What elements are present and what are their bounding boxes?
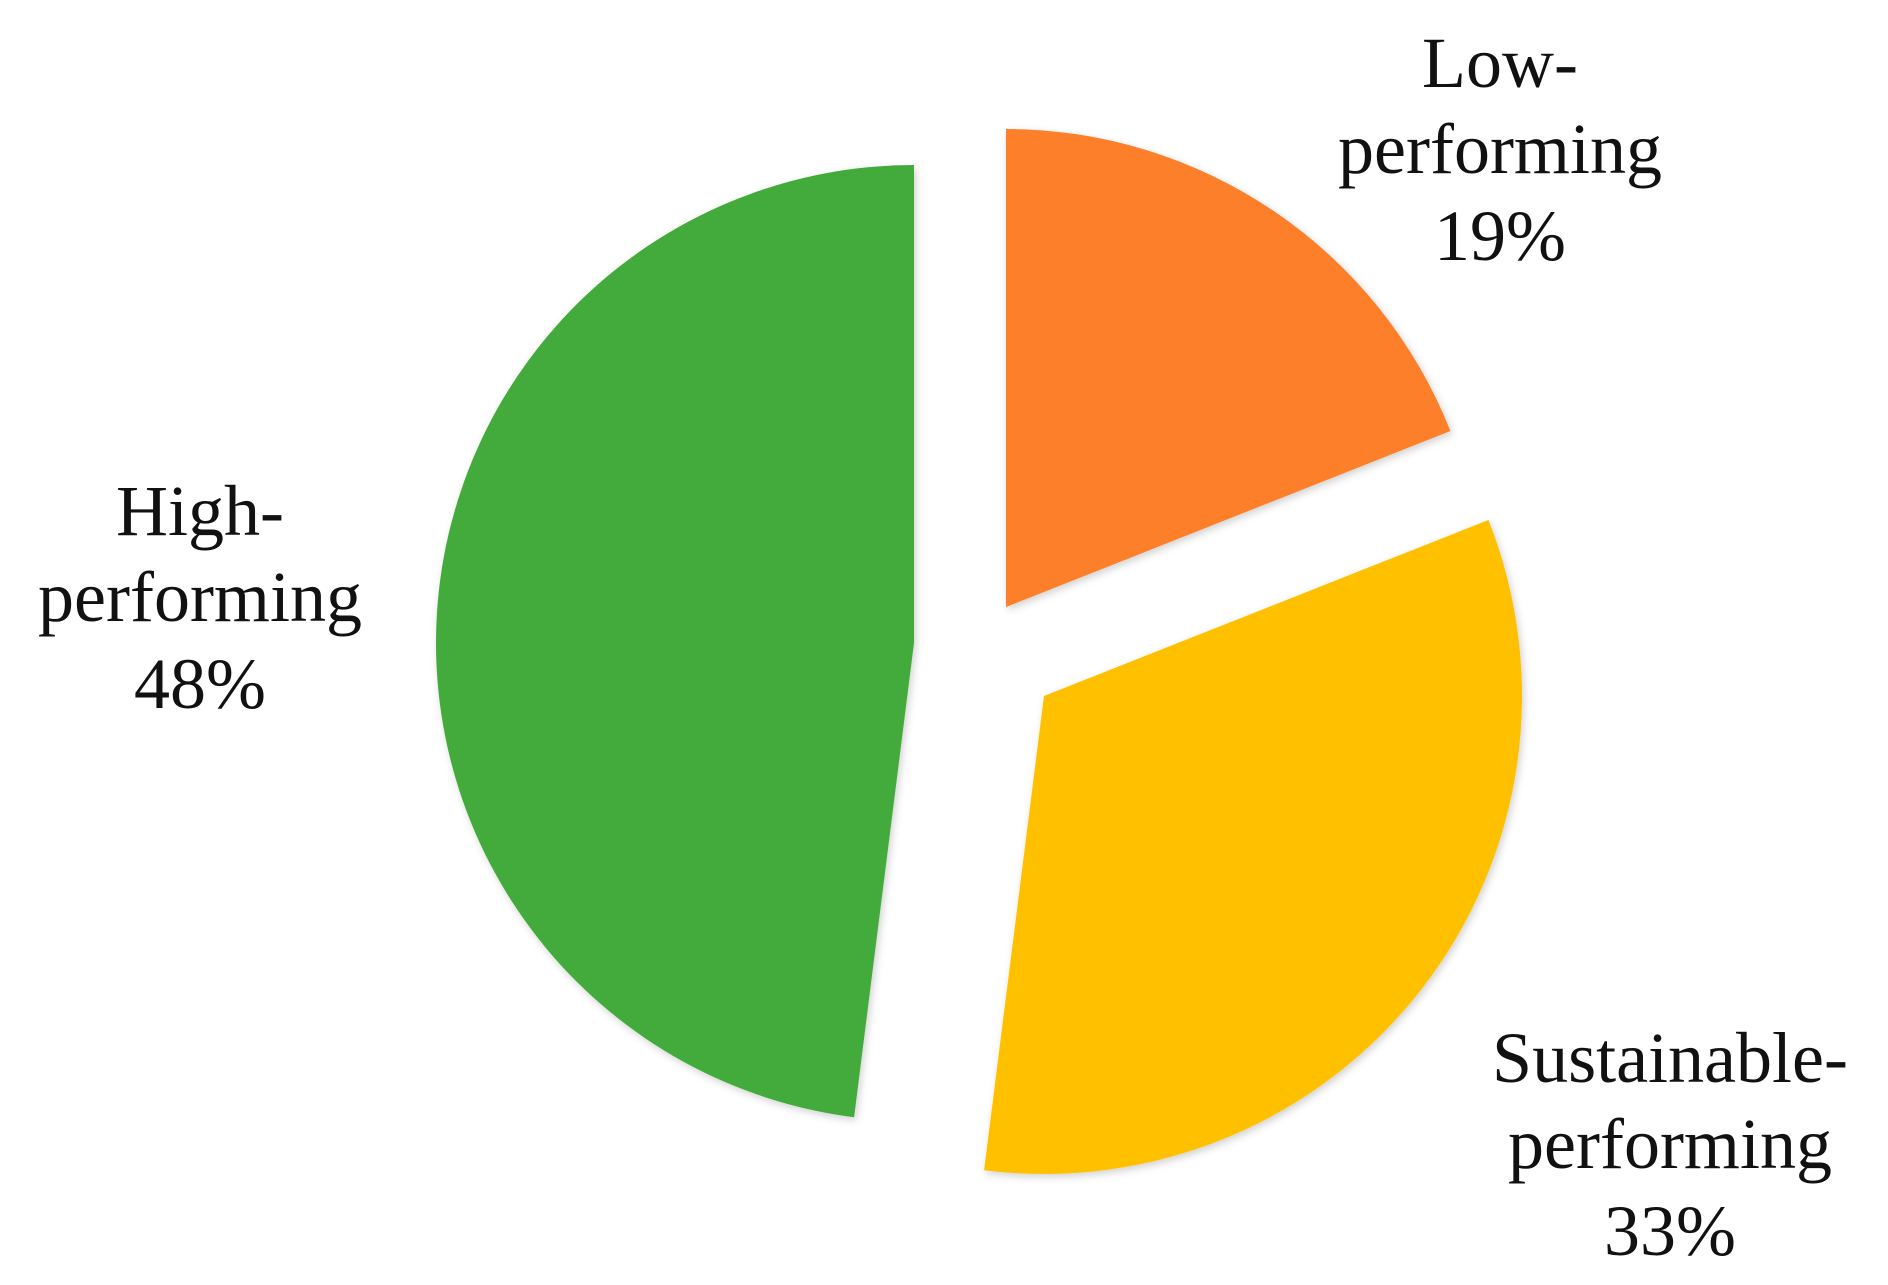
slice-category: Low-performing xyxy=(1338,23,1662,190)
pie-slice xyxy=(435,165,914,1118)
slice-value: 19% xyxy=(1434,195,1566,276)
pie-slice xyxy=(984,520,1522,1174)
data-label: Low-performing 19% xyxy=(1300,20,1700,279)
data-label: High-performing 48% xyxy=(0,468,400,727)
slice-value: 48% xyxy=(134,643,266,724)
slice-category: High-performing xyxy=(38,471,362,638)
pie-slice xyxy=(1006,129,1451,607)
slice-value: 33% xyxy=(1604,1190,1736,1271)
slice-category: Sustainable-performing xyxy=(1492,1018,1848,1185)
data-label: Sustainable-performing 33% xyxy=(1470,1015,1870,1274)
